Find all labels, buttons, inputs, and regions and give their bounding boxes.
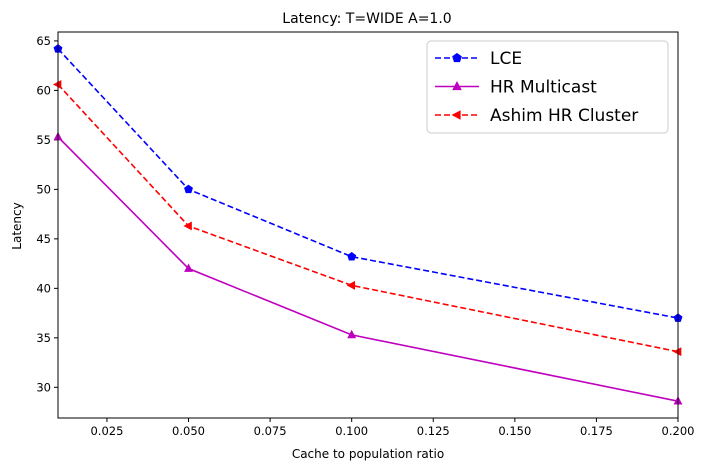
- y-tick-label: 55: [36, 133, 51, 147]
- y-tick-label: 35: [36, 331, 51, 345]
- x-tick-label: 0.125: [417, 424, 450, 438]
- data-point: [672, 347, 682, 357]
- y-tick-label: 50: [36, 182, 51, 196]
- data-point: [347, 329, 357, 339]
- y-tick-label: 60: [36, 83, 51, 97]
- x-tick-label: 0.175: [580, 424, 613, 438]
- data-point: [52, 80, 62, 89]
- plot-frame: [57, 31, 679, 419]
- chart-title: Latency: T=WIDE A=1.0: [282, 11, 451, 27]
- series-line: [57, 136, 679, 402]
- legend-label: HR Multicast: [490, 78, 597, 98]
- series-line: [57, 83, 679, 353]
- x-tick-label: 0.200: [662, 424, 695, 438]
- y-tick-label: 65: [36, 34, 51, 48]
- y-tick-label: 45: [36, 232, 51, 246]
- data-point: [347, 251, 357, 261]
- legend-label: Ashim HR Cluster: [490, 106, 638, 126]
- data-point: [184, 184, 193, 194]
- axis-ticks: 0.025 0.050 0.075 0.100 0.125 0.150 0.175 0.200…: [36, 34, 694, 438]
- y-tick-label: 40: [36, 281, 51, 295]
- x-tick-label: 0.075: [254, 424, 287, 438]
- y-tick-label: 30: [36, 380, 51, 394]
- series-line: [57, 48, 679, 319]
- x-tick-label: 0.050: [172, 424, 205, 438]
- legend-label: LCE: [490, 49, 522, 69]
- x-axis-label: Cache to population ratio: [292, 447, 444, 461]
- legend: LCE HR Multicast Ashim HR Cluster: [426, 40, 669, 134]
- legend-swatch-marker: [452, 52, 462, 63]
- series-group: [52, 44, 683, 405]
- data-point: [346, 280, 356, 290]
- legend-box: [426, 40, 669, 134]
- x-tick-label: 0.150: [498, 424, 531, 438]
- x-tick-label: 0.025: [90, 424, 123, 438]
- y-axis-label: Latency: [10, 202, 24, 249]
- legend-swatch-marker: [452, 81, 462, 91]
- data-point: [183, 221, 192, 231]
- x-tick-label: 0.100: [335, 424, 368, 438]
- legend-swatch-marker: [451, 110, 461, 120]
- data-point: [184, 263, 193, 272]
